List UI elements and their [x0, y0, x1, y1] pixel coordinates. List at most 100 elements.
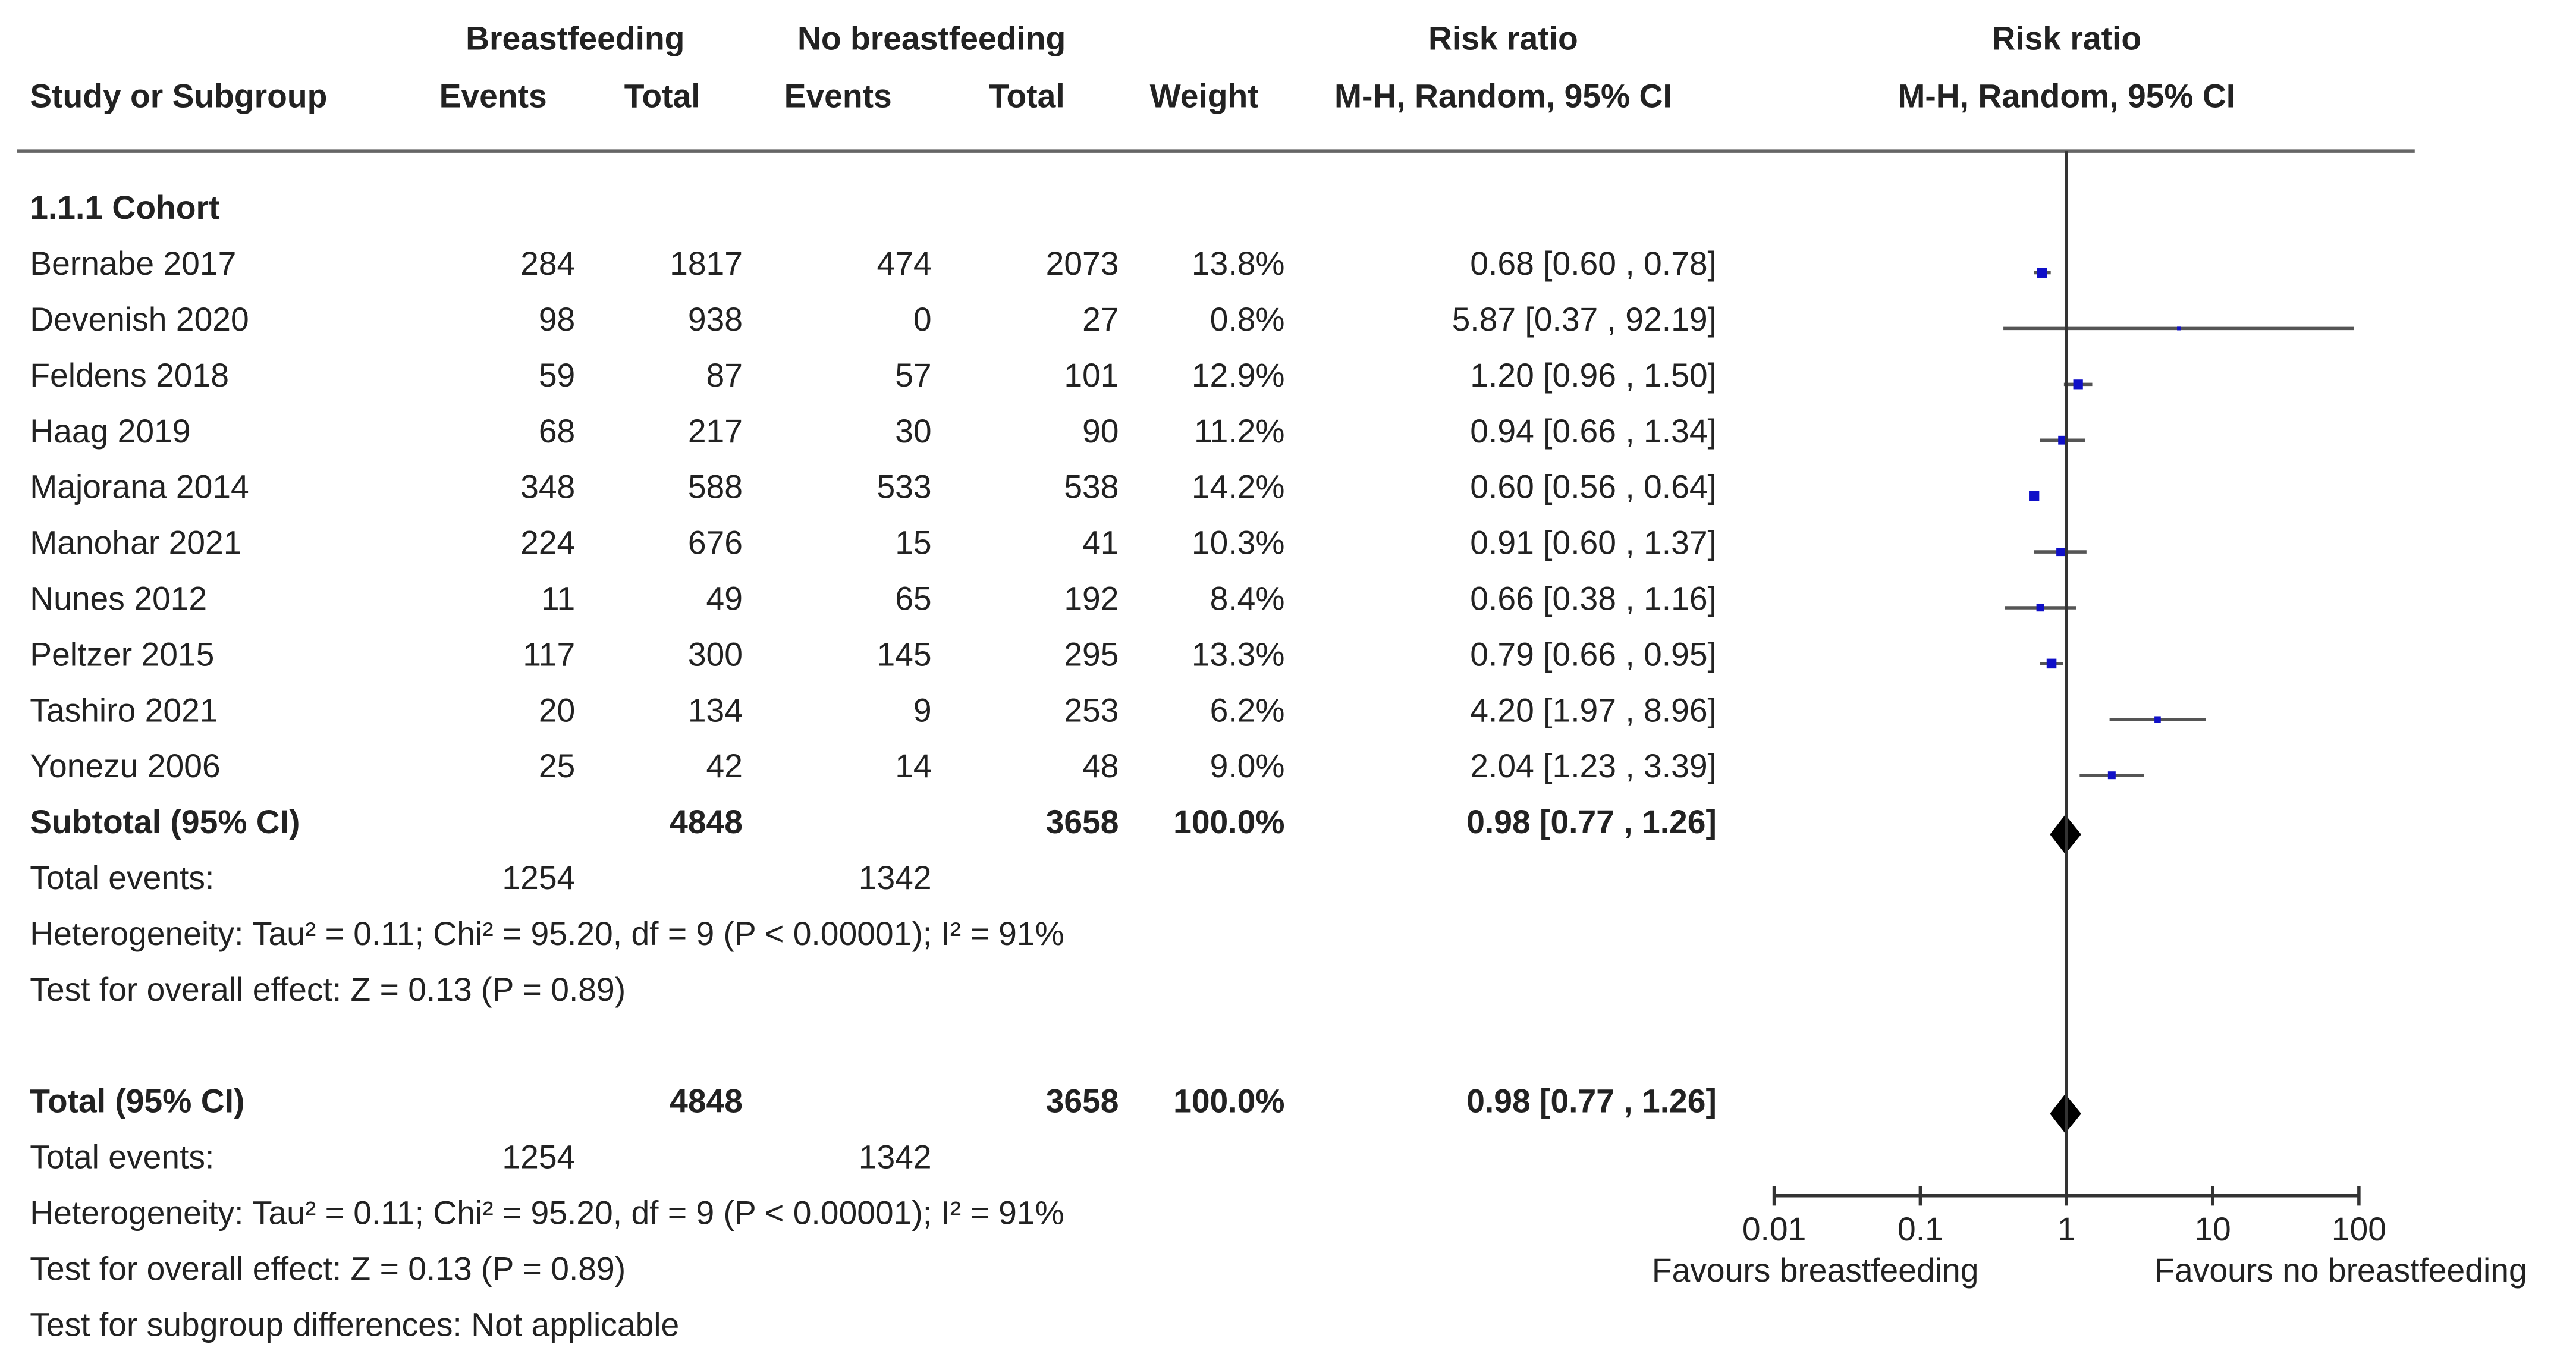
cell: 48 [1082, 747, 1119, 784]
weight: 10.3% [1192, 524, 1285, 561]
cell: 4848 [670, 803, 743, 840]
cell: 98 [539, 301, 575, 338]
study-name: Haag 2019 [30, 413, 190, 450]
cell: 224 [520, 524, 575, 561]
cell: 117 [523, 636, 575, 673]
cell: 253 [1064, 692, 1119, 728]
cell: 1817 [670, 245, 743, 282]
cell: 101 [1064, 357, 1119, 394]
weight: 6.2% [1210, 692, 1285, 728]
cell: 59 [539, 357, 575, 394]
pooled-name: Subtotal (95% CI) [30, 803, 300, 840]
cell: 57 [895, 357, 931, 394]
study-name: Bernabe 2017 [30, 245, 236, 282]
cell: 3658 [1046, 803, 1119, 840]
risk-ratio: 0.98 [0.77 , 1.26] [1466, 803, 1717, 840]
column-group-header: No breastfeeding [797, 20, 1066, 57]
cell: 217 [688, 413, 743, 450]
x-axis-label: Favours no breastfeeding [2154, 1252, 2527, 1289]
cell: 1254 [502, 859, 575, 896]
events-label: Total events: [30, 1139, 214, 1176]
x-tick-label: 1 [2057, 1211, 2076, 1248]
cell: 145 [877, 636, 931, 673]
study-name: Tashiro 2021 [30, 692, 218, 728]
cell: 25 [539, 747, 575, 784]
cell: 49 [706, 580, 743, 617]
x-tick-label: 100 [2332, 1211, 2386, 1248]
column-header: Events [784, 77, 892, 114]
column-header: Total [989, 77, 1065, 114]
subgroup-heading: 1.1.1 Cohort [30, 189, 219, 226]
risk-ratio: 0.60 [0.56 , 0.64] [1470, 469, 1717, 505]
cell: 588 [688, 469, 743, 505]
cell: 4848 [670, 1083, 743, 1120]
weight: 8.4% [1210, 580, 1285, 617]
cell: 1254 [502, 1139, 575, 1176]
risk-ratio: 0.68 [0.60 , 0.78] [1470, 245, 1717, 282]
study-marker [2056, 548, 2065, 557]
subgroup-test: Test for subgroup differences: Not appli… [30, 1306, 679, 1343]
study-marker [2046, 658, 2057, 669]
column-header: Weight [1150, 77, 1259, 114]
column-header: Study or Subgroup [30, 77, 327, 114]
cell: 65 [895, 580, 931, 617]
column-header: Events [439, 77, 547, 114]
cell: 68 [539, 413, 575, 450]
weight: 9.0% [1210, 747, 1285, 784]
weight: 11.2% [1194, 413, 1285, 450]
study-name: Manohar 2021 [30, 524, 241, 561]
study-name: Yonezu 2006 [30, 747, 220, 784]
weight: 0.8% [1210, 301, 1285, 338]
cell: 1342 [859, 859, 932, 896]
cell: 474 [877, 245, 931, 282]
risk-ratio: 5.87 [0.37 , 92.19] [1452, 301, 1717, 338]
weight: 100.0% [1173, 803, 1284, 840]
cell: 0 [913, 301, 932, 338]
cell: 14 [895, 747, 931, 784]
cell: 90 [1082, 413, 1119, 450]
study-name: Peltzer 2015 [30, 636, 214, 673]
cell: 15 [895, 524, 931, 561]
cell: 9 [913, 692, 932, 728]
study-name: Nunes 2012 [30, 580, 207, 617]
study-marker [2029, 491, 2040, 501]
study-marker [2154, 716, 2161, 723]
risk-ratio: 0.91 [0.60 , 1.37] [1470, 524, 1717, 561]
heterogeneity: Heterogeneity: Tau² = 0.11; Chi² = 95.20… [30, 915, 1064, 952]
cell: 348 [520, 469, 575, 505]
risk-ratio: 4.20 [1.97 , 8.96] [1470, 692, 1717, 728]
study-marker [2177, 326, 2181, 331]
cell: 134 [688, 692, 743, 728]
column-header: M-H, Random, 95% CI [1898, 77, 2235, 114]
risk-ratio: 0.94 [0.66 , 1.34] [1470, 413, 1717, 450]
x-tick-label: 0.01 [1742, 1211, 1807, 1248]
column-header: Total [624, 77, 700, 114]
risk-ratio: 1.20 [0.96 , 1.50] [1470, 357, 1717, 394]
column-header: M-H, Random, 95% CI [1334, 77, 1672, 114]
cell: 87 [706, 357, 743, 394]
cell: 938 [688, 301, 743, 338]
cell: 284 [520, 245, 575, 282]
cell: 295 [1064, 636, 1119, 673]
cell: 538 [1064, 469, 1119, 505]
column-group-header: Risk ratio [1991, 20, 2141, 57]
overall-effect: Test for overall effect: Z = 0.13 (P = 0… [30, 1250, 626, 1287]
study-name: Majorana 2014 [30, 469, 249, 505]
risk-ratio: 2.04 [1.23 , 3.39] [1470, 747, 1717, 784]
cell: 3658 [1046, 1083, 1119, 1120]
study-marker [2036, 604, 2044, 612]
cell: 20 [539, 692, 575, 728]
cell: 533 [877, 469, 931, 505]
study-marker [2073, 379, 2083, 390]
risk-ratio: 0.79 [0.66 , 0.95] [1470, 636, 1717, 673]
study-name: Devenish 2020 [30, 301, 249, 338]
cell: 676 [688, 524, 743, 561]
events-label: Total events: [30, 859, 214, 896]
cell: 41 [1082, 524, 1119, 561]
cell: 192 [1064, 580, 1119, 617]
study-marker [2037, 268, 2047, 278]
overall-effect: Test for overall effect: Z = 0.13 (P = 0… [30, 971, 626, 1008]
column-group-header: Risk ratio [1428, 20, 1578, 57]
